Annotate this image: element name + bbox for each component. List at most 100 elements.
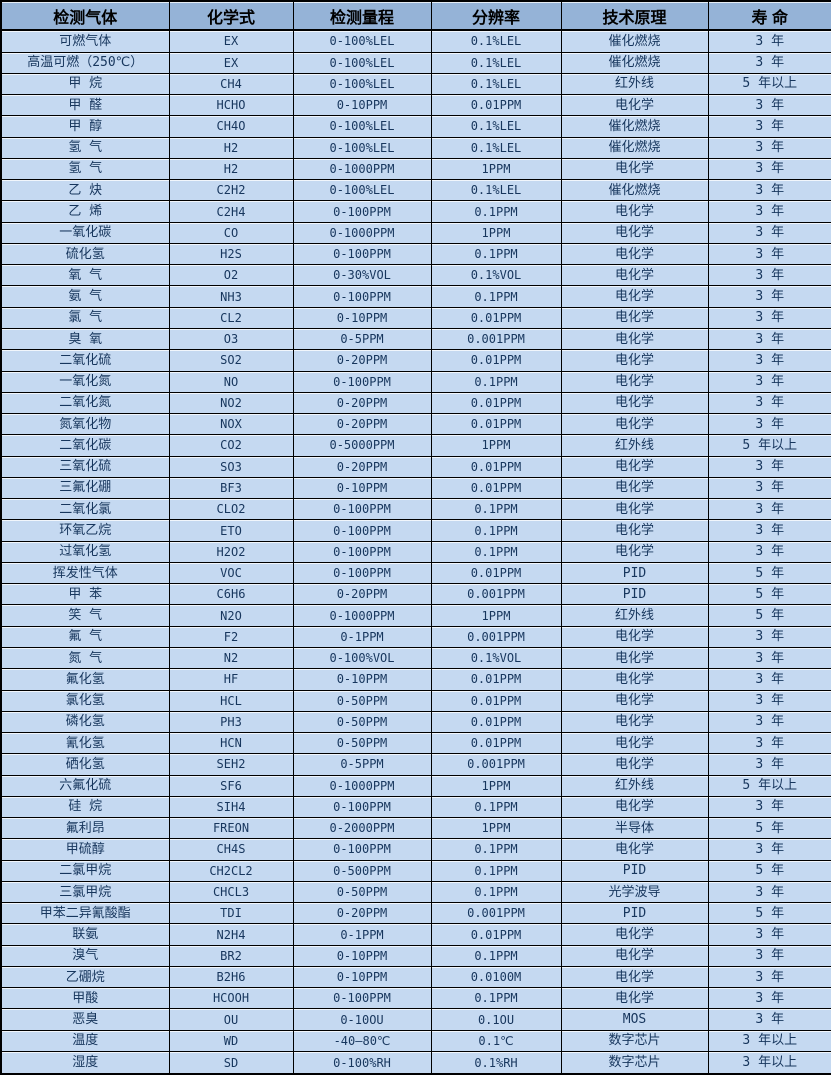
cell-principle: 光学波导 [560,880,709,904]
cell-range: 0-100%LEL [292,136,432,159]
cell-principle: 电化学 [560,838,709,861]
cell-principle: 电化学 [560,264,709,287]
cell-range: 0-50PPM [292,732,432,755]
cell-lifespan: 5 年 [707,817,831,840]
cell-range: 0-1PPM [292,923,432,946]
column-header-principle: 技术原理 [560,0,709,31]
cell-gas: 氨 气 [0,285,170,308]
table-row: 可燃气体 EX 0-100%LEL 0.1%LEL 催化燃烧 3 年 [0,29,831,53]
table-row: 六氟化硫 SF6 0-1000PPM 1PPM 红外线 5 年以上 [0,774,831,797]
cell-principle: PID [560,561,709,585]
cell-lifespan: 3 年 [707,476,831,500]
cell-resolution: 0.1%LEL [430,51,562,74]
cell-gas: 甲 烷 [0,72,170,96]
cell-range: 0-100PPM [292,540,432,563]
cell-lifespan: 3 年 [707,94,831,117]
cell-resolution: 0.1PPM [430,880,562,904]
cell-resolution: 0.1PPM [430,498,562,521]
cell-gas: 乙硼烷 [0,965,170,989]
cell-gas: 一氧化碳 [0,221,170,244]
cell-resolution: 0.1PPM [430,838,562,861]
cell-range: 0-100%LEL [292,72,432,96]
cell-resolution: 0.1OU [430,1008,562,1031]
cell-resolution: 0.01PPM [430,306,562,329]
cell-gas: 挥发性气体 [0,561,170,585]
cell-formula: SD [168,1051,294,1075]
cell-principle: 电化学 [560,327,709,351]
cell-resolution: 0.1%LEL [430,115,562,138]
cell-formula: PH3 [168,710,294,734]
header-row: 检测气体 化学式 检测量程 分辨率 技术原理寿 命 [0,0,831,31]
table-row: 硅 烷 SIH4 0-100PPM 0.1PPM 电化学 3 年 [0,795,831,819]
cell-range: 0-100PPM [292,200,432,223]
cell-lifespan: 3 年 [707,710,831,734]
cell-principle: 电化学 [560,306,709,329]
cell-principle: 电化学 [560,732,709,755]
cell-resolution: 0.1%LEL [430,179,562,202]
cell-range: 0-100PPM [292,987,432,1010]
cell-resolution: 0.1%LEL [430,136,562,159]
cell-range: 0-20PPM [292,391,432,415]
cell-resolution: 0.0100M [430,965,562,989]
cell-formula: NH3 [168,285,294,308]
cell-range: 0-50PPM [292,710,432,734]
table-row: 氢 气 H2 0-100%LEL 0.1%LEL 催化燃烧 3 年 [0,136,831,159]
cell-range: 0-100%LEL [292,179,432,202]
table-row: 湿度 SD 0-100%RH 0.1%RH 数字芯片 3 年以上 [0,1051,831,1075]
cell-formula: SO2 [168,349,294,372]
cell-resolution: 0.001PPM [430,583,562,606]
table-row: 一氧化碳 CO 0-1000PPM 1PPM 电化学 3 年 [0,221,831,244]
column-header-formula: 化学式 [168,0,294,31]
table-row: 氮氧化物 NOX 0-20PPM 0.01PPM 电化学 3 年 [0,413,831,436]
cell-lifespan: 3 年 [707,625,831,648]
cell-gas: 臭 氧 [0,327,170,351]
cell-gas: 六氟化硫 [0,774,170,797]
cell-resolution: 1PPM [430,604,562,627]
cell-range: 0-100PPM [292,838,432,861]
cell-resolution: 0.001PPM [430,753,562,776]
cell-resolution: 1PPM [430,774,562,797]
cell-formula: N2 [168,646,294,670]
cell-resolution: 0.01PPM [430,413,562,436]
cell-range: 0-100PPM [292,561,432,585]
cell-formula: CH4 [168,72,294,96]
cell-formula: SIH4 [168,795,294,819]
cell-lifespan: 5 年以上 [707,434,831,457]
cell-range: 0-10PPM [292,668,432,691]
table-row: 氟利昂 FREON 0-2000PPM 1PPM 半导体 5 年 [0,817,831,840]
cell-formula: O3 [168,327,294,351]
cell-principle: 电化学 [560,413,709,436]
cell-lifespan: 3 年 [707,795,831,819]
cell-range: 0-100PPM [292,285,432,308]
cell-gas: 磷化氢 [0,710,170,734]
cell-principle: 红外线 [560,72,709,96]
table-row: 甲硫醇 CH4S 0-100PPM 0.1PPM 电化学 3 年 [0,838,831,861]
cell-range: 0-100PPM [292,242,432,266]
cell-gas: 过氧化氢 [0,540,170,563]
table-row: 恶臭 OU 0-10OU 0.1OU MOS 3 年 [0,1008,831,1031]
table-row: 乙硼烷 B2H6 0-10PPM 0.0100M 电化学 3 年 [0,965,831,989]
table-row: 甲 醇 CH4O 0-100%LEL 0.1%LEL 催化燃烧 3 年 [0,115,831,138]
cell-resolution: 0.01PPM [430,732,562,755]
cell-lifespan: 3 年 [707,1008,831,1031]
cell-formula: BR2 [168,944,294,967]
cell-principle: 电化学 [560,94,709,117]
cell-lifespan: 5 年以上 [707,774,831,797]
cell-principle: 催化燃烧 [560,115,709,138]
cell-range: 0-20PPM [292,413,432,436]
cell-gas: 二氧化硫 [0,349,170,372]
cell-lifespan: 5 年 [707,859,831,882]
cell-principle: 催化燃烧 [560,29,709,53]
cell-formula: HCL [168,689,294,712]
table-row: 过氧化氢 H2O2 0-100PPM 0.1PPM 电化学 3 年 [0,540,831,563]
cell-formula: SO3 [168,455,294,478]
cell-resolution: 0.01PPM [430,710,562,734]
table-row: 二氧化氮 NO2 0-20PPM 0.01PPM 电化学 3 年 [0,391,831,415]
cell-principle: 电化学 [560,498,709,521]
cell-resolution: 0.1%LEL [430,29,562,53]
cell-lifespan: 3 年 [707,455,831,478]
cell-formula: N2O [168,604,294,627]
cell-range: 0-100%RH [292,1051,432,1075]
cell-gas: 二氧化氮 [0,391,170,415]
cell-lifespan: 5 年 [707,604,831,627]
